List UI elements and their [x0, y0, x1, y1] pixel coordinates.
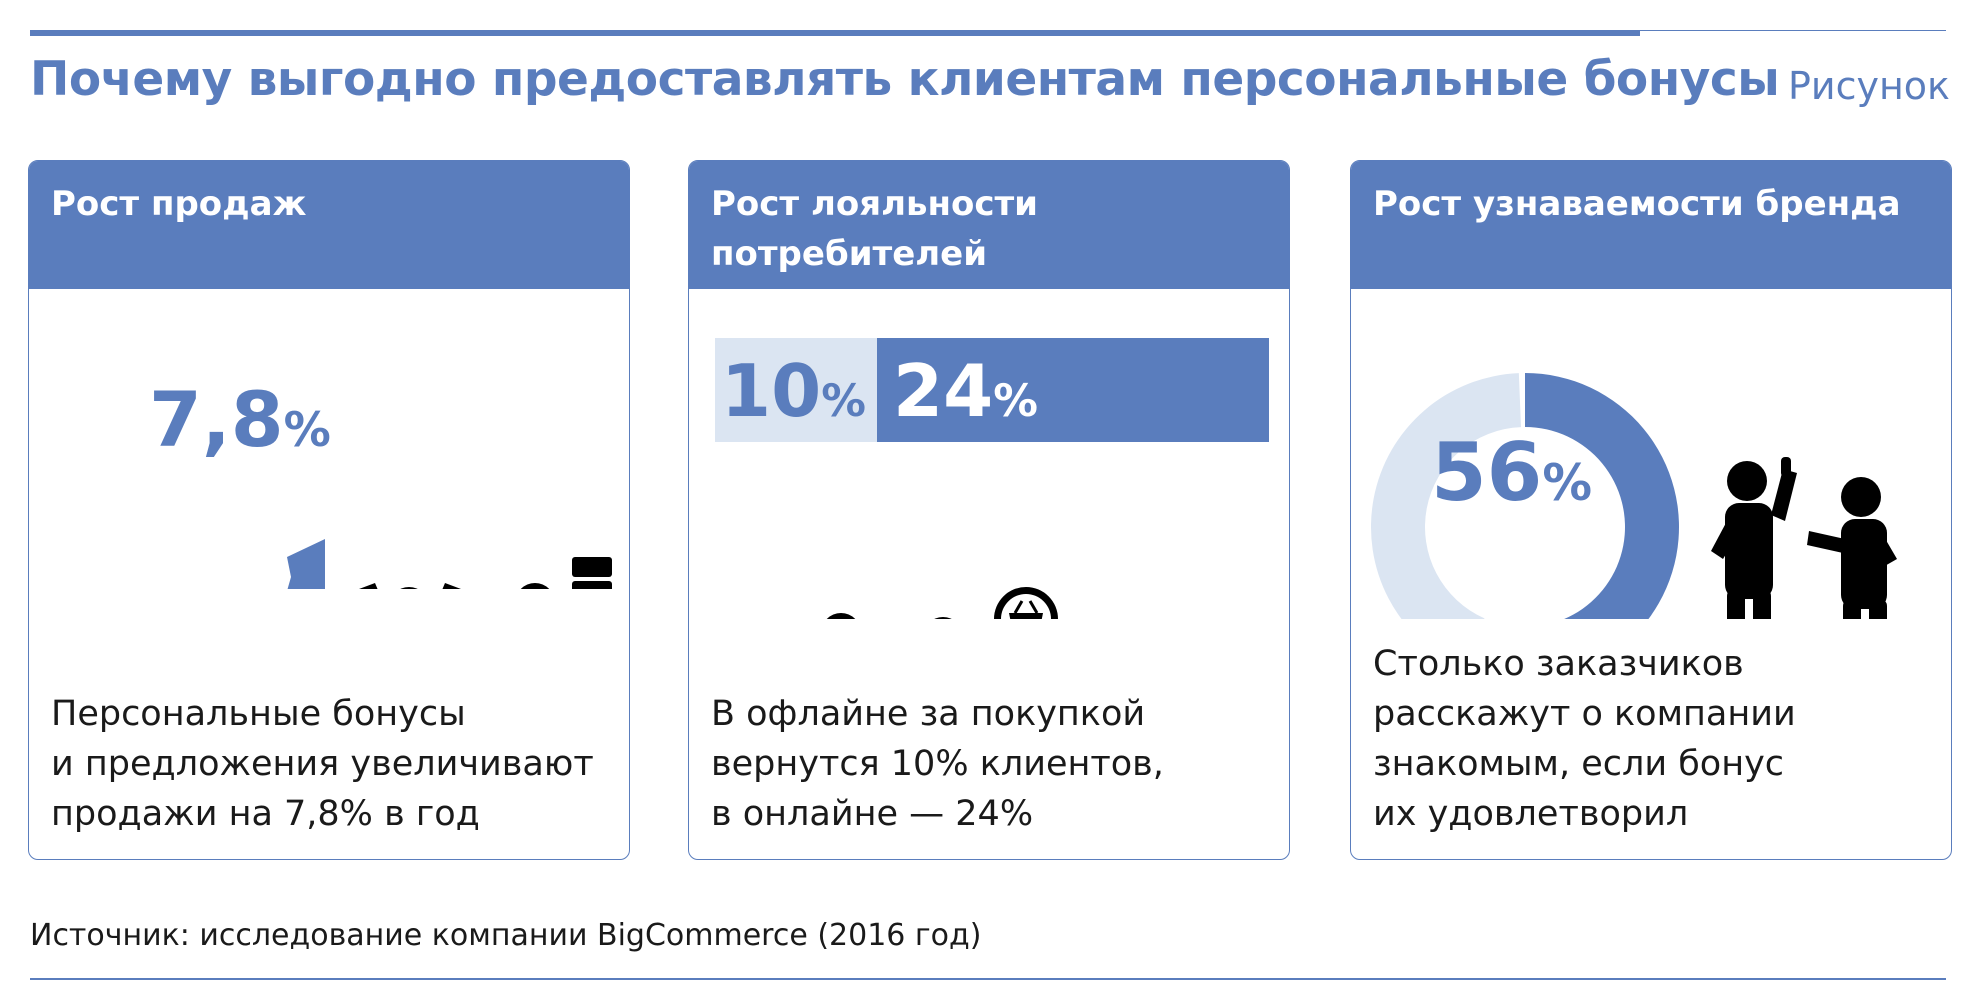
description-line: расскажут о компании	[1373, 694, 1796, 734]
offline-value: 10%	[721, 355, 866, 427]
donut-chart-icon	[1371, 373, 1679, 619]
offline-unit: %	[821, 375, 866, 427]
card-header-line: Рост узнаваемости бренда	[1373, 184, 1901, 224]
person-with-cart-icon	[826, 613, 856, 619]
card-description: Столько заказчиков расскажут о компании …	[1373, 639, 1796, 839]
description-line: в онлайне — 24%	[711, 794, 1034, 834]
card-brand-awareness: Рост узнаваемости бренда 56% Столько	[1350, 160, 1952, 860]
bottom-rule	[30, 978, 1946, 980]
card-header-line: Рост лояльности	[711, 184, 1039, 224]
card-description: Персональные бонусы и предложения увелич…	[51, 689, 594, 839]
person-carrying-boxes-icon	[520, 557, 612, 589]
online-bar	[877, 338, 1269, 442]
brand-awareness-number: 56	[1431, 426, 1543, 519]
description-line: их удовлетворил	[1373, 794, 1689, 834]
card-header: Рост продаж	[29, 161, 629, 289]
brand-awareness-unit: %	[1542, 454, 1593, 512]
card-loyalty-growth: Рост лояльности потребителей 10% 24%	[688, 160, 1290, 860]
online-number: 24	[893, 349, 994, 433]
online-value: 24%	[893, 355, 1038, 427]
brand-awareness-value: 56%	[1431, 433, 1592, 513]
description-line: продажи на 7,8% в год	[51, 794, 480, 834]
person-thumbs-up-icon	[1711, 457, 1797, 619]
card-header: Рост узнаваемости бренда	[1351, 161, 1951, 289]
card-header-line: потребителей	[711, 234, 988, 274]
online-unit: %	[993, 375, 1038, 427]
top-rule-thin	[1640, 30, 1946, 31]
description-line: знакомым, если бонус	[1373, 744, 1785, 784]
figure-label: Рисунок	[1787, 64, 1950, 108]
card-description: В офлайне за покупкой вернутся 10% клиен…	[711, 689, 1164, 839]
page-title: Почему выгодно предоставлять клиентам пе…	[30, 52, 1780, 107]
description-line: Столько заказчиков	[1373, 644, 1744, 684]
sales-illustration: %	[57, 539, 612, 589]
description-line: и предложения увеличивают	[51, 744, 594, 784]
rising-zigzag-chart-icon	[57, 539, 325, 589]
sales-growth-unit: %	[283, 403, 331, 458]
person-with-phone-icon	[934, 617, 952, 619]
card-header-line: Рост продаж	[51, 184, 307, 224]
offline-bar	[715, 338, 877, 442]
description-line: вернутся 10% клиентов,	[711, 744, 1164, 784]
basket-icon	[994, 587, 1058, 619]
card-header: Рост лояльности потребителей	[689, 161, 1289, 289]
card-sales-growth: Рост продаж % 7,8%	[28, 160, 630, 860]
awareness-illustration	[1371, 373, 1897, 619]
person-talking-icon	[1807, 477, 1897, 619]
offline-number: 10	[721, 349, 822, 433]
description-line: Персональные бонусы	[51, 694, 466, 734]
description-line: В офлайне за покупкой	[711, 694, 1146, 734]
top-rule	[30, 30, 1640, 36]
celebrating-person-percent-icon	[359, 569, 461, 589]
sales-growth-number: 7,8	[149, 375, 284, 464]
sales-growth-value: 7,8%	[149, 382, 331, 458]
source-note: Источник: исследование компании BigComme…	[30, 918, 982, 953]
loyalty-illustration	[826, 587, 1058, 619]
